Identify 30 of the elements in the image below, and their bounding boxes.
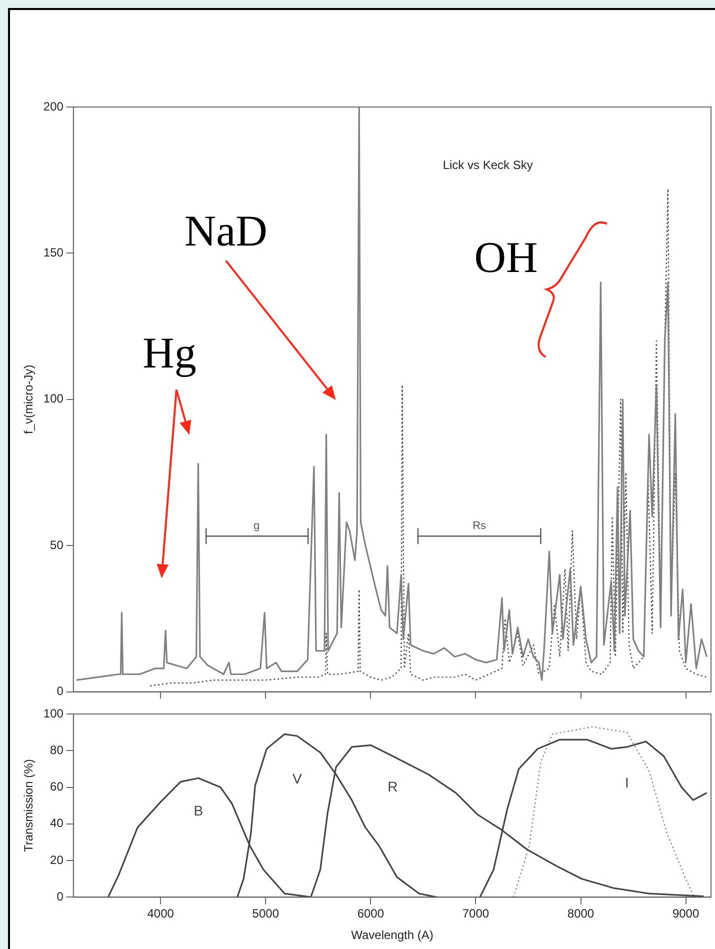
x-tick-label: 6000	[357, 906, 384, 921]
annotation: Hg	[142, 328, 196, 378]
annotation: Rs	[472, 520, 487, 532]
series-label: I	[625, 774, 629, 791]
y-tick-label: 80	[50, 742, 64, 757]
y-tick-label: 20	[50, 852, 64, 867]
y-tick-label: 200	[43, 99, 64, 114]
y-tick-label: 150	[43, 246, 64, 260]
series-label: R	[388, 778, 398, 795]
y-tick-label: 0	[56, 890, 64, 904]
x-tick-label: 8000	[567, 906, 594, 921]
y-tick-label: 60	[50, 780, 64, 794]
y-tick-label: 100	[43, 706, 64, 720]
x-tick-label: 9000	[672, 906, 700, 921]
x-tick-label: 4000	[147, 906, 174, 921]
annotation: NaD	[184, 206, 268, 256]
y-axis-title: f_ν(micro-Jy)	[22, 364, 36, 434]
y-axis-title: Transmission (%)	[22, 759, 36, 852]
series-label: B	[194, 802, 204, 818]
y-tick-label: 100	[43, 392, 64, 406]
y-tick-label: 40	[50, 816, 64, 830]
text: Lick vs Keck Sky	[442, 158, 533, 172]
x-tick-label: 5000	[252, 906, 280, 921]
x-tick-label: 7000	[462, 906, 490, 921]
y-tick-label: 50	[50, 538, 64, 552]
series-label: V	[292, 770, 302, 787]
annotation: g	[254, 520, 260, 532]
x-axis-title: Wavelength (A)	[351, 928, 434, 942]
annotation: OH	[474, 233, 538, 282]
y-tick-label: 0	[56, 684, 64, 698]
